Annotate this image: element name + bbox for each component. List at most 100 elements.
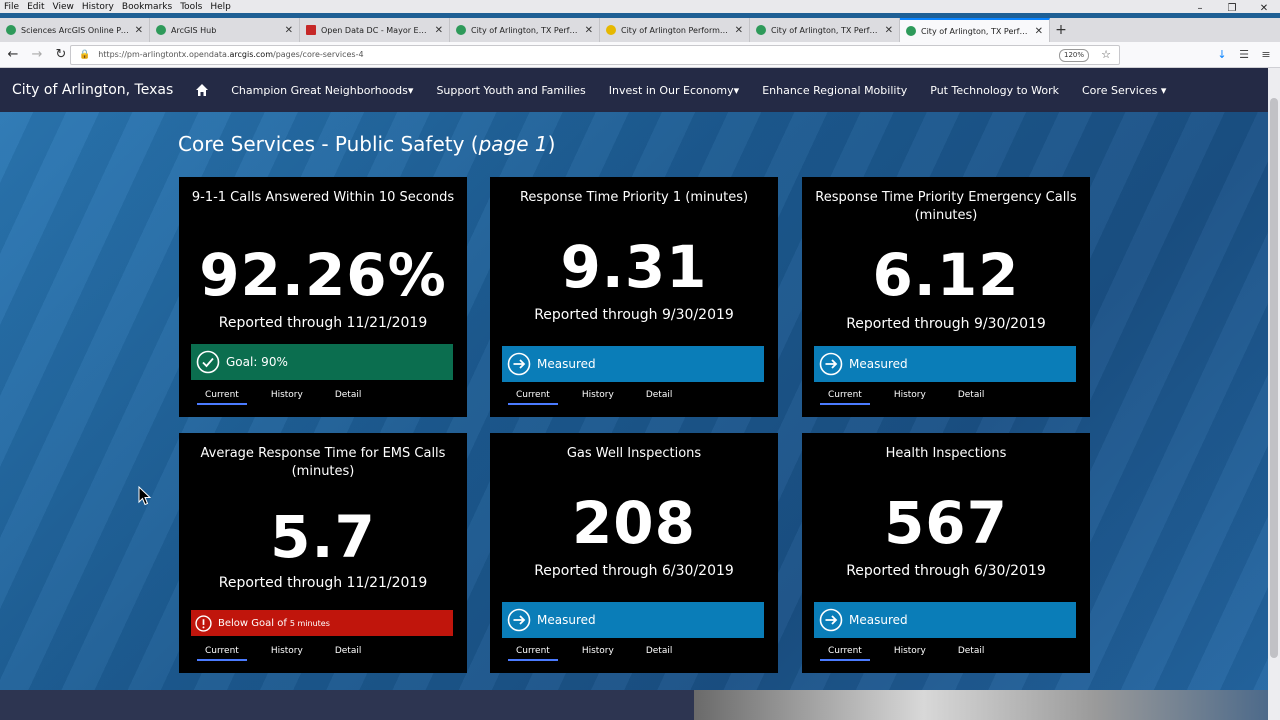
- card-value: 5.7: [270, 503, 376, 571]
- scrollbar-thumb[interactable]: [1270, 98, 1278, 658]
- card-reported: Reported through 9/30/2019: [534, 307, 734, 323]
- page-scrollbar[interactable]: [1268, 68, 1280, 720]
- mouse-cursor-icon: [138, 486, 152, 506]
- browser-tab[interactable]: Open Data DC - Mayor Enviro ✕: [300, 18, 450, 42]
- close-window-icon[interactable]: ✕: [1259, 3, 1269, 14]
- close-tab-icon[interactable]: ✕: [584, 24, 593, 36]
- menu-view[interactable]: View: [52, 1, 74, 12]
- library-icon[interactable]: ☰: [1239, 48, 1249, 61]
- browser-tab[interactable]: City of Arlington, TX Performa ✕: [450, 18, 600, 42]
- card-title: Average Response Time for EMS Calls (min…: [200, 446, 446, 479]
- page-title: Core Services - Public Safety (page 1): [178, 132, 556, 156]
- tab-detail[interactable]: Detail: [957, 390, 985, 400]
- reload-icon[interactable]: ↻: [55, 46, 67, 62]
- card-reported: Reported through 6/30/2019: [846, 563, 1046, 579]
- bookmark-star-icon[interactable]: ☆: [1101, 48, 1111, 61]
- card-tabs: Current History Detail: [508, 390, 696, 405]
- card-tabs: Current History Detail: [197, 390, 385, 405]
- card-tabs: Current History Detail: [820, 390, 1008, 405]
- zoom-badge[interactable]: 120%: [1058, 49, 1089, 62]
- tab-history[interactable]: History: [893, 646, 926, 656]
- card-reported: Reported through 9/30/2019: [846, 316, 1046, 332]
- restore-icon[interactable]: ❐: [1227, 3, 1237, 14]
- status-badge: Measured: [814, 602, 1076, 638]
- close-tab-icon[interactable]: ✕: [434, 24, 443, 36]
- tab-detail[interactable]: Detail: [334, 646, 362, 656]
- tab-current[interactable]: Current: [508, 646, 558, 661]
- tab-history[interactable]: History: [581, 646, 614, 656]
- bolt-icon: [606, 25, 616, 35]
- nav-core-services[interactable]: Core Services ▾: [1082, 83, 1167, 97]
- menu-help[interactable]: Help: [210, 1, 231, 12]
- card-title: Response Time Priority Emergency Calls (…: [815, 190, 1077, 223]
- card-title: Gas Well Inspections: [566, 446, 702, 461]
- nav-champion-neighborhoods[interactable]: Champion Great Neighborhoods▾: [231, 83, 414, 97]
- metric-card-priority-emergency: Response Time Priority Emergency Calls (…: [802, 177, 1090, 417]
- close-tab-icon[interactable]: ✕: [134, 24, 143, 36]
- tab-current[interactable]: Current: [197, 390, 247, 405]
- browser-tab[interactable]: ArcGIS Hub ✕: [150, 18, 300, 42]
- metric-card-health: Health Inspections 567 Reported through …: [802, 433, 1090, 673]
- forward-icon[interactable]: →: [31, 46, 43, 62]
- card-title: Health Inspections: [885, 446, 1007, 461]
- tab-current[interactable]: Current: [820, 646, 870, 661]
- card-value: 208: [571, 489, 697, 557]
- window-controls: – ❐ ✕: [1184, 0, 1280, 18]
- close-tab-icon[interactable]: ✕: [884, 24, 893, 36]
- nav-invest-economy[interactable]: Invest in Our Economy▾: [608, 83, 740, 97]
- globe-icon: [456, 25, 466, 35]
- lock-icon[interactable]: 🔒: [79, 50, 91, 60]
- tab-history[interactable]: History: [270, 646, 303, 656]
- card-title: 9-1-1 Calls Answered Within 10 Seconds: [191, 190, 455, 205]
- globe-icon: [906, 26, 916, 36]
- browser-tab[interactable]: City of Arlington, TX Performa ✕: [750, 18, 900, 42]
- download-icon[interactable]: ↓: [1217, 48, 1227, 61]
- browser-tab[interactable]: City of Arlington Performance ✕: [600, 18, 750, 42]
- menu-history[interactable]: History: [81, 1, 114, 12]
- tab-current[interactable]: Current: [197, 646, 247, 661]
- metric-card-ems: Average Response Time for EMS Calls (min…: [179, 433, 467, 673]
- close-tab-icon[interactable]: ✕: [1034, 25, 1043, 37]
- tab-history[interactable]: History: [581, 390, 614, 400]
- nav-youth-families[interactable]: Support Youth and Families: [436, 83, 586, 97]
- card-value: 9.31: [560, 233, 708, 301]
- minimize-icon[interactable]: –: [1197, 3, 1203, 14]
- nav-regional-mobility[interactable]: Enhance Regional Mobility: [762, 83, 908, 97]
- card-tabs: Current History Detail: [197, 646, 385, 661]
- globe-icon: [756, 25, 766, 35]
- tab-detail[interactable]: Detail: [645, 390, 673, 400]
- tab-current[interactable]: Current: [508, 390, 558, 405]
- menu-icon[interactable]: ≡: [1261, 48, 1271, 61]
- tab-history[interactable]: History: [270, 390, 303, 400]
- card-value: 6.12: [872, 241, 1020, 309]
- home-icon[interactable]: [195, 83, 209, 97]
- card-tabs: Current History Detail: [508, 646, 696, 661]
- toolbar-right: ↓ ☰ ≡: [1214, 45, 1274, 65]
- close-tab-icon[interactable]: ✕: [284, 24, 293, 36]
- menu-edit[interactable]: Edit: [27, 1, 45, 12]
- menu-file[interactable]: File: [4, 1, 20, 12]
- address-bar[interactable]: 🔒 https://pm-arlingtontx.opendata. arcgis…: [70, 45, 1120, 65]
- nav-technology[interactable]: Put Technology to Work: [930, 83, 1059, 97]
- tab-strip: Sciences ArcGIS Online Portal ✕ ArcGIS Hu…: [0, 18, 1280, 42]
- site-brand[interactable]: City of Arlington, Texas: [12, 82, 174, 98]
- arrow-circle-icon: [819, 608, 843, 632]
- menu-bookmarks[interactable]: Bookmarks: [121, 1, 173, 12]
- tab-current[interactable]: Current: [820, 390, 870, 405]
- tab-detail[interactable]: Detail: [334, 390, 362, 400]
- tab-detail[interactable]: Detail: [645, 646, 673, 656]
- tab-history[interactable]: History: [893, 390, 926, 400]
- browser-tab[interactable]: Sciences ArcGIS Online Portal ✕: [0, 18, 150, 42]
- tab-detail[interactable]: Detail: [957, 646, 985, 656]
- footer-photo: [694, 690, 1268, 720]
- browser-toolbar: ← → ↻ 🔒 https://pm-arlingtontx.opendata.…: [0, 42, 1280, 68]
- site-navbar: City of Arlington, Texas Champion Great …: [0, 68, 1268, 112]
- caret-down-icon: ▾: [407, 83, 414, 97]
- flag-icon: [306, 25, 316, 35]
- new-tab-icon[interactable]: +: [1055, 22, 1067, 38]
- browser-tab-active[interactable]: City of Arlington, TX Performa ✕: [900, 18, 1050, 42]
- close-tab-icon[interactable]: ✕: [734, 24, 743, 36]
- menu-tools[interactable]: Tools: [180, 1, 203, 12]
- arrow-circle-icon: [819, 352, 843, 376]
- back-icon[interactable]: ←: [7, 46, 19, 62]
